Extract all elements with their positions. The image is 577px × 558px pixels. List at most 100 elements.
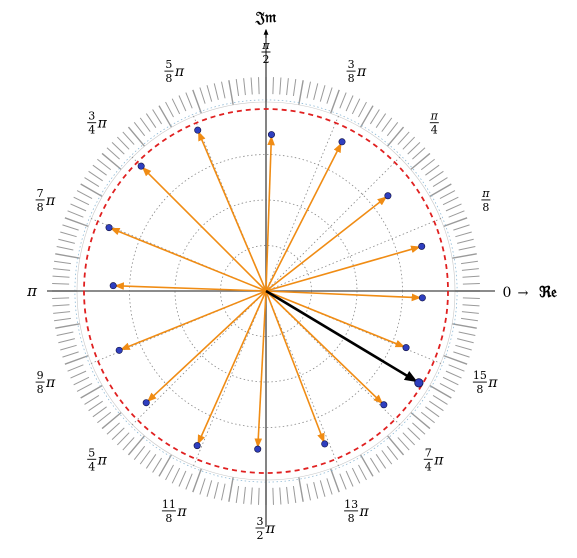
tick-mark	[412, 147, 426, 160]
tick-mark	[442, 196, 459, 206]
tick-mark	[358, 101, 367, 118]
tick-mark	[286, 486, 289, 504]
phasor-point	[254, 445, 262, 453]
phasor-vector	[198, 131, 267, 292]
tick-mark	[432, 177, 448, 188]
tick-mark	[235, 486, 240, 503]
angle-label-numerator: π	[430, 110, 439, 123]
angle-label-denominator: 8	[482, 201, 489, 214]
phasor-vector	[120, 290, 267, 350]
angle-label: 38 π	[346, 58, 367, 85]
phasor-vector	[265, 290, 422, 302]
angle-label-denominator: 4	[88, 460, 95, 473]
angle-label-numerator: π	[261, 39, 270, 52]
phasor-vector	[265, 196, 388, 292]
tick-mark	[199, 478, 206, 495]
angle-label-numerator: 7	[37, 187, 44, 200]
angle-label-denominator: 8	[348, 512, 355, 525]
phasor-point	[338, 138, 346, 146]
phasor-point	[418, 242, 426, 250]
tick-mark	[461, 317, 478, 322]
tick-mark	[455, 231, 472, 238]
tick-mark	[407, 141, 421, 155]
phasor-vector	[254, 290, 267, 449]
angle-label: π4	[430, 110, 439, 137]
angle-label-numerator: 13	[344, 498, 358, 511]
tick-mark	[458, 246, 476, 251]
tick-mark	[319, 85, 326, 102]
tick-mark	[386, 126, 405, 147]
tick-mark	[52, 275, 70, 278]
tick-mark	[412, 422, 426, 435]
angle-label: 138 π	[344, 498, 369, 525]
angle-label-pi: π	[45, 193, 56, 209]
tick-mark	[171, 98, 181, 115]
tick-mark	[67, 210, 84, 218]
tick-mark	[111, 427, 125, 441]
tick-mark	[243, 78, 246, 96]
tick-mark	[369, 109, 380, 125]
tick-mark	[429, 400, 444, 412]
angle-label: π2	[261, 39, 271, 66]
tick-mark	[56, 246, 74, 251]
tick-mark	[351, 98, 361, 115]
tick-mark	[329, 468, 340, 493]
angle-label-symbol: π	[26, 282, 38, 300]
tick-mark	[97, 411, 112, 424]
tick-mark	[139, 117, 151, 132]
tick-mark	[127, 126, 146, 147]
tick-mark	[457, 338, 474, 344]
tick-mark	[457, 238, 474, 244]
tick-mark	[221, 81, 226, 99]
tick-mark	[106, 422, 120, 435]
angle-label-pi: π	[97, 116, 108, 132]
tick-mark	[461, 260, 478, 265]
tick-mark	[306, 483, 311, 501]
tick-mark	[235, 79, 240, 96]
tick-mark	[425, 406, 440, 418]
tick-mark	[453, 351, 470, 358]
angle-label-denominator: 8	[165, 512, 172, 525]
angle-label-pi: π	[487, 375, 498, 391]
angle-label-numerator: 5	[88, 446, 95, 459]
tick-mark	[243, 486, 246, 504]
tick-mark	[178, 95, 187, 112]
tick-mark	[122, 131, 135, 145]
phasor-vector	[141, 166, 267, 292]
tick-mark	[221, 483, 226, 501]
tick-mark	[53, 311, 71, 314]
phasor-vector	[114, 282, 267, 292]
phasor-vector	[265, 290, 384, 405]
tick-mark	[92, 406, 107, 418]
tick-mark	[410, 411, 431, 430]
tick-mark	[272, 487, 274, 505]
tick-mark	[292, 486, 297, 503]
tick-mark	[213, 482, 219, 499]
tick-mark	[55, 323, 80, 329]
tick-mark	[192, 89, 203, 114]
tick-mark	[339, 92, 347, 109]
tick-mark	[286, 78, 289, 96]
tick-mark	[70, 370, 87, 379]
tick-mark	[54, 260, 71, 265]
tick-mark	[448, 210, 465, 218]
tick-mark	[397, 437, 410, 451]
tick-mark	[67, 364, 84, 372]
tick-mark	[298, 80, 304, 105]
tick-ring	[52, 77, 480, 505]
tick-mark	[127, 435, 146, 456]
tick-mark	[250, 77, 253, 95]
tick-mark	[101, 411, 122, 430]
angle-label-denominator: 8	[476, 383, 483, 396]
tick-mark	[339, 473, 347, 490]
phasor-vector	[265, 290, 406, 348]
tick-mark	[52, 304, 70, 307]
tick-mark	[53, 268, 71, 271]
phasor-point	[384, 192, 392, 200]
tick-mark	[258, 487, 260, 505]
tick-mark	[369, 457, 380, 473]
tick-mark	[206, 85, 213, 102]
angle-label-pi: π	[433, 452, 444, 468]
tick-mark	[432, 394, 448, 405]
angle-label: 34 π	[87, 110, 108, 137]
